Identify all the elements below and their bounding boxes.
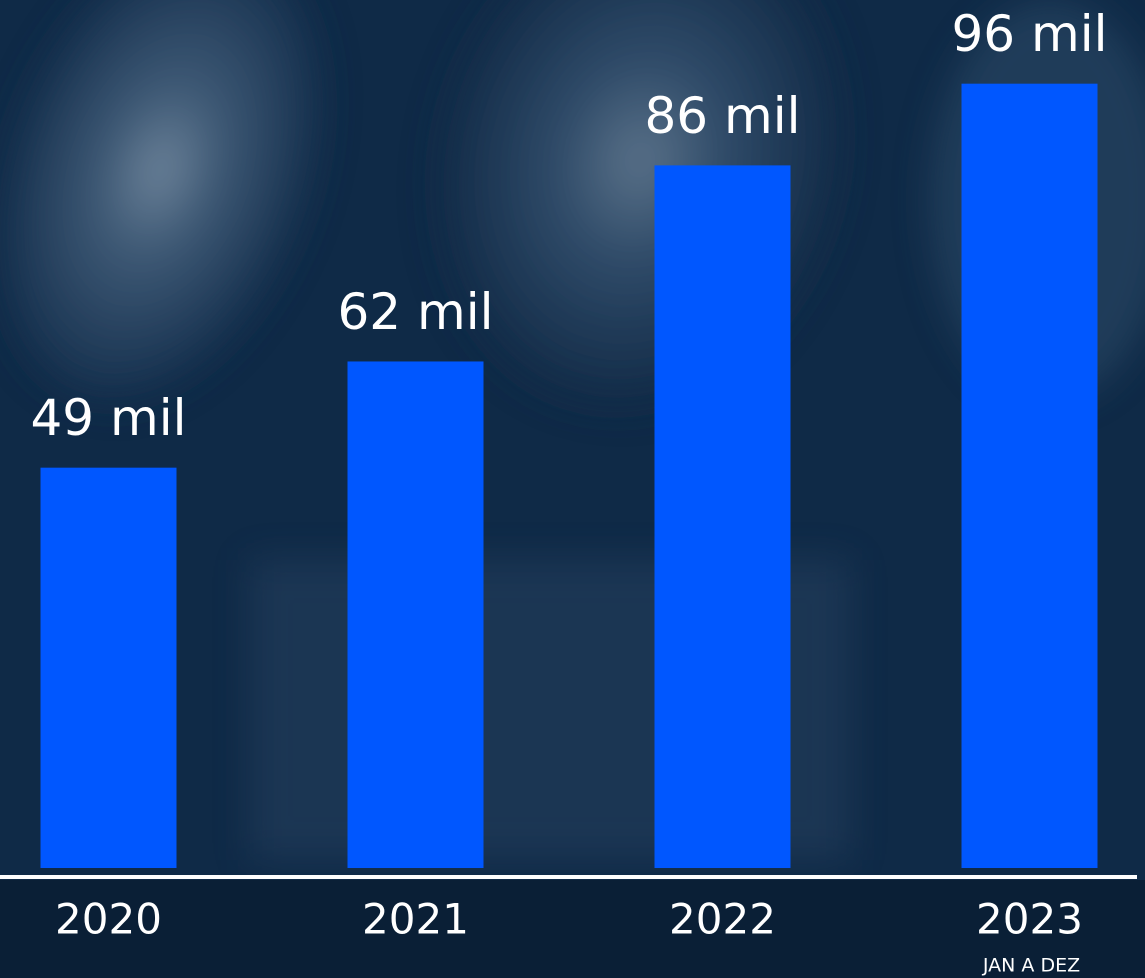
value-label: 49 mil [30,389,186,447]
bar [40,467,177,868]
x-tick-label: 2020 [55,895,162,944]
bar [961,83,1098,869]
bar [347,361,484,868]
value-label: 62 mil [337,283,493,341]
x-tick-label: 2022 [669,895,776,944]
bar [654,165,791,868]
annotation: JAN A DEZ [982,955,1080,977]
value-label: 86 mil [644,87,800,145]
x-tick-label: 2023 [976,895,1083,944]
value-label: 96 mil [951,5,1107,63]
x-tick-label: 2021 [362,895,469,944]
